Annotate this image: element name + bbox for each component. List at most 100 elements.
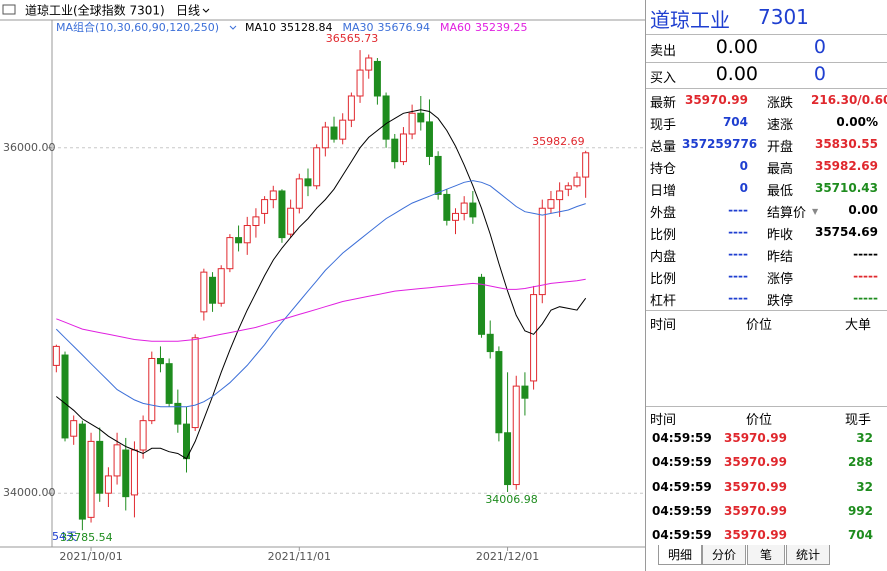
candle-body xyxy=(330,126,338,140)
stat-value: ---- xyxy=(728,291,748,305)
tick-time: 04:59:59 xyxy=(652,431,712,445)
stat-value: ----- xyxy=(853,247,878,261)
stat-value: 0 xyxy=(739,181,748,195)
stat-value: 0.00% xyxy=(836,115,878,129)
stat-value: ---- xyxy=(728,247,748,261)
candle-body xyxy=(78,423,86,520)
candle-body xyxy=(478,276,486,335)
y-tick-label: 34000.00 xyxy=(3,486,56,499)
candle-body xyxy=(486,333,494,353)
stat-label: 速涨 xyxy=(767,118,794,133)
stat-value: ---- xyxy=(728,269,748,283)
stat-label: 结算价 xyxy=(767,206,807,221)
tick-price: 35970.99 xyxy=(724,503,788,518)
stat-label: 最新 xyxy=(650,96,677,111)
order-price: 0.00 xyxy=(715,36,758,58)
stat-value: 35754.69 xyxy=(814,225,878,239)
candle-body xyxy=(70,420,78,437)
instrument-name[interactable]: 道琼工业(全球指数 7301) xyxy=(25,3,165,18)
stat-label: 昨收 xyxy=(767,228,794,243)
candle-body xyxy=(287,207,295,235)
candle-body xyxy=(139,420,147,451)
candle-body xyxy=(538,207,546,296)
divider xyxy=(646,406,887,407)
tick-price: 35970.99 xyxy=(724,528,788,543)
column-header: 时间 xyxy=(650,318,677,333)
x-tick-label: 2021/11/01 xyxy=(268,550,331,563)
panel-tab[interactable]: 笔 xyxy=(747,545,785,565)
candle-body xyxy=(295,178,303,209)
column-header: 现手 xyxy=(844,413,871,428)
legend-value: 35676.94 xyxy=(378,21,431,34)
panel-tab[interactable]: 明细 xyxy=(658,545,702,565)
quote-code: 7301 xyxy=(758,5,809,29)
tick-price: 35970.99 xyxy=(724,431,788,445)
ma-group-label[interactable]: MA组合(10,30,60,90,120,250) xyxy=(56,20,219,34)
low-label: 34006.98 xyxy=(485,493,538,506)
candle-body xyxy=(252,216,260,227)
candle-body xyxy=(547,199,555,209)
candle-body xyxy=(573,176,581,187)
stat-value: ---- xyxy=(728,203,748,217)
high-label: 36565.73 xyxy=(326,32,379,45)
ma-dropdown-arrow[interactable] xyxy=(229,25,237,30)
candle-body xyxy=(365,57,373,71)
stat-label: 比例 xyxy=(650,272,677,287)
stat-label: 内盘 xyxy=(650,250,677,265)
stat-label: 比例 xyxy=(650,228,677,243)
stat-value: ----- xyxy=(853,269,878,283)
candle-body xyxy=(156,357,164,365)
candle-body xyxy=(495,351,503,434)
candle-body xyxy=(321,126,329,149)
candle-body xyxy=(200,271,208,313)
candle-body xyxy=(313,147,321,187)
legend-value: 35239.25 xyxy=(475,21,528,34)
stat-label: 最低 xyxy=(767,184,794,199)
menu-icon[interactable] xyxy=(2,4,16,15)
candle-body xyxy=(399,133,407,163)
stat-value: 35830.55 xyxy=(814,137,878,151)
candle-body xyxy=(347,95,355,121)
tick-volume: 288 xyxy=(847,455,873,470)
column-header: 价位 xyxy=(746,413,773,428)
candle-body xyxy=(217,268,225,304)
candle-body xyxy=(521,385,529,399)
candle-body xyxy=(304,178,312,187)
candle-body xyxy=(278,190,286,239)
candle-body xyxy=(113,444,121,477)
stat-label: 日增 xyxy=(650,184,677,199)
stat-label: 跌停 xyxy=(767,294,794,309)
candle-body xyxy=(122,449,130,498)
tick-time: 04:59:59 xyxy=(652,503,712,518)
days-note: 54天 xyxy=(52,530,77,543)
panel-tab[interactable]: 分价 xyxy=(702,545,746,565)
tick-time: 04:59:59 xyxy=(652,479,712,494)
divider xyxy=(646,62,887,63)
stat-value: 35710.43 xyxy=(814,181,878,195)
candle-body xyxy=(417,112,425,123)
candle-body xyxy=(382,95,390,140)
stat-value: 0.00 xyxy=(848,203,878,217)
legend-name: MA30 xyxy=(343,21,374,34)
period-dropdown-arrow[interactable] xyxy=(202,8,210,13)
candle-body xyxy=(425,121,433,157)
period-selector[interactable]: 日线 xyxy=(176,4,200,18)
candle-body xyxy=(130,449,138,496)
candle-body xyxy=(148,357,156,422)
candle-body xyxy=(408,112,416,135)
candle-body xyxy=(452,212,459,221)
candle-body xyxy=(209,276,217,304)
candle-body xyxy=(165,363,173,404)
stat-label: 外盘 xyxy=(650,206,677,221)
y-tick-label: 36000.00 xyxy=(3,141,56,154)
legend-name: MA10 xyxy=(245,21,276,34)
column-header: 价位 xyxy=(746,318,773,333)
dropdown-arrow[interactable]: ▼ xyxy=(812,207,819,216)
tick-volume: 704 xyxy=(847,528,873,543)
stat-label: 涨跌 xyxy=(767,96,794,111)
tick-time: 04:59:59 xyxy=(652,455,712,470)
divider xyxy=(646,88,887,89)
panel-tab[interactable]: 统计 xyxy=(786,545,830,565)
stat-label: 开盘 xyxy=(767,140,794,155)
stat-label: 涨停 xyxy=(767,272,794,287)
